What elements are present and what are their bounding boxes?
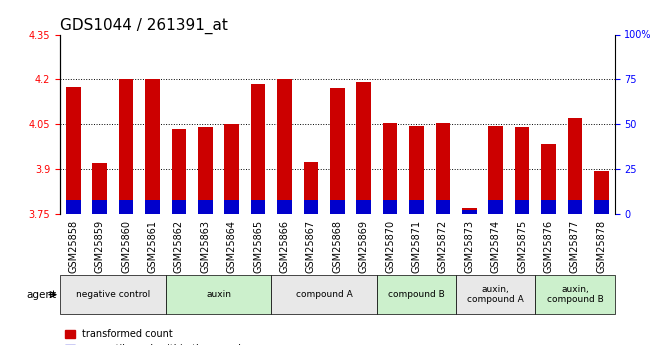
Bar xyxy=(66,87,81,214)
Bar xyxy=(172,199,186,214)
Bar xyxy=(594,199,609,214)
Text: compound A: compound A xyxy=(296,290,353,299)
FancyBboxPatch shape xyxy=(60,275,166,314)
Text: auxin,
compound A: auxin, compound A xyxy=(468,285,524,304)
Bar xyxy=(541,144,556,214)
Bar xyxy=(568,118,582,214)
Bar xyxy=(568,199,582,214)
Text: auxin: auxin xyxy=(206,290,231,299)
Bar xyxy=(172,129,186,214)
Bar xyxy=(198,127,212,214)
Bar xyxy=(66,199,81,214)
Bar xyxy=(515,127,530,214)
Text: negative control: negative control xyxy=(75,290,150,299)
FancyBboxPatch shape xyxy=(377,275,456,314)
FancyBboxPatch shape xyxy=(166,275,271,314)
Bar xyxy=(383,123,397,214)
Bar xyxy=(409,126,424,214)
Bar xyxy=(383,199,397,214)
Bar xyxy=(515,199,530,214)
Bar xyxy=(251,199,265,214)
Bar xyxy=(92,163,107,214)
Text: compound B: compound B xyxy=(388,290,445,299)
Bar xyxy=(488,199,503,214)
FancyBboxPatch shape xyxy=(271,275,377,314)
Bar xyxy=(330,199,345,214)
Bar xyxy=(436,123,450,214)
Bar xyxy=(277,79,292,214)
Bar xyxy=(277,199,292,214)
FancyBboxPatch shape xyxy=(456,275,535,314)
Bar xyxy=(304,161,318,214)
Bar xyxy=(409,199,424,214)
Bar xyxy=(462,208,476,214)
Bar xyxy=(357,82,371,214)
Legend: transformed count, percentile rank within the sample: transformed count, percentile rank withi… xyxy=(65,329,247,345)
Bar xyxy=(541,199,556,214)
Bar xyxy=(92,199,107,214)
Bar xyxy=(462,210,476,214)
Bar xyxy=(119,79,134,214)
Bar xyxy=(145,199,160,214)
Bar xyxy=(198,199,212,214)
Bar xyxy=(436,199,450,214)
FancyBboxPatch shape xyxy=(535,275,615,314)
Bar xyxy=(145,79,160,214)
Text: auxin,
compound B: auxin, compound B xyxy=(546,285,603,304)
Bar xyxy=(488,126,503,214)
Bar xyxy=(594,170,609,214)
Bar xyxy=(224,124,239,214)
Text: agent: agent xyxy=(27,290,57,299)
Bar xyxy=(357,199,371,214)
Bar xyxy=(330,88,345,214)
Bar xyxy=(224,199,239,214)
Bar xyxy=(119,199,134,214)
Bar xyxy=(304,199,318,214)
Text: GDS1044 / 261391_at: GDS1044 / 261391_at xyxy=(60,18,228,34)
Bar xyxy=(251,84,265,214)
